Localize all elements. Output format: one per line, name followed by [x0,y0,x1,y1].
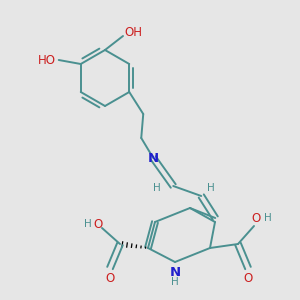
Text: O: O [251,212,261,224]
Text: N: N [148,152,159,164]
Text: O: O [93,218,103,230]
Text: H: H [171,277,179,287]
Text: O: O [243,272,253,284]
Text: O: O [105,272,115,284]
Text: H: H [84,219,92,229]
Text: H: H [153,183,161,193]
Text: N: N [169,266,181,278]
Text: OH: OH [124,26,142,38]
Text: H: H [207,183,215,193]
Text: H: H [264,213,272,223]
Text: HO: HO [38,53,56,67]
